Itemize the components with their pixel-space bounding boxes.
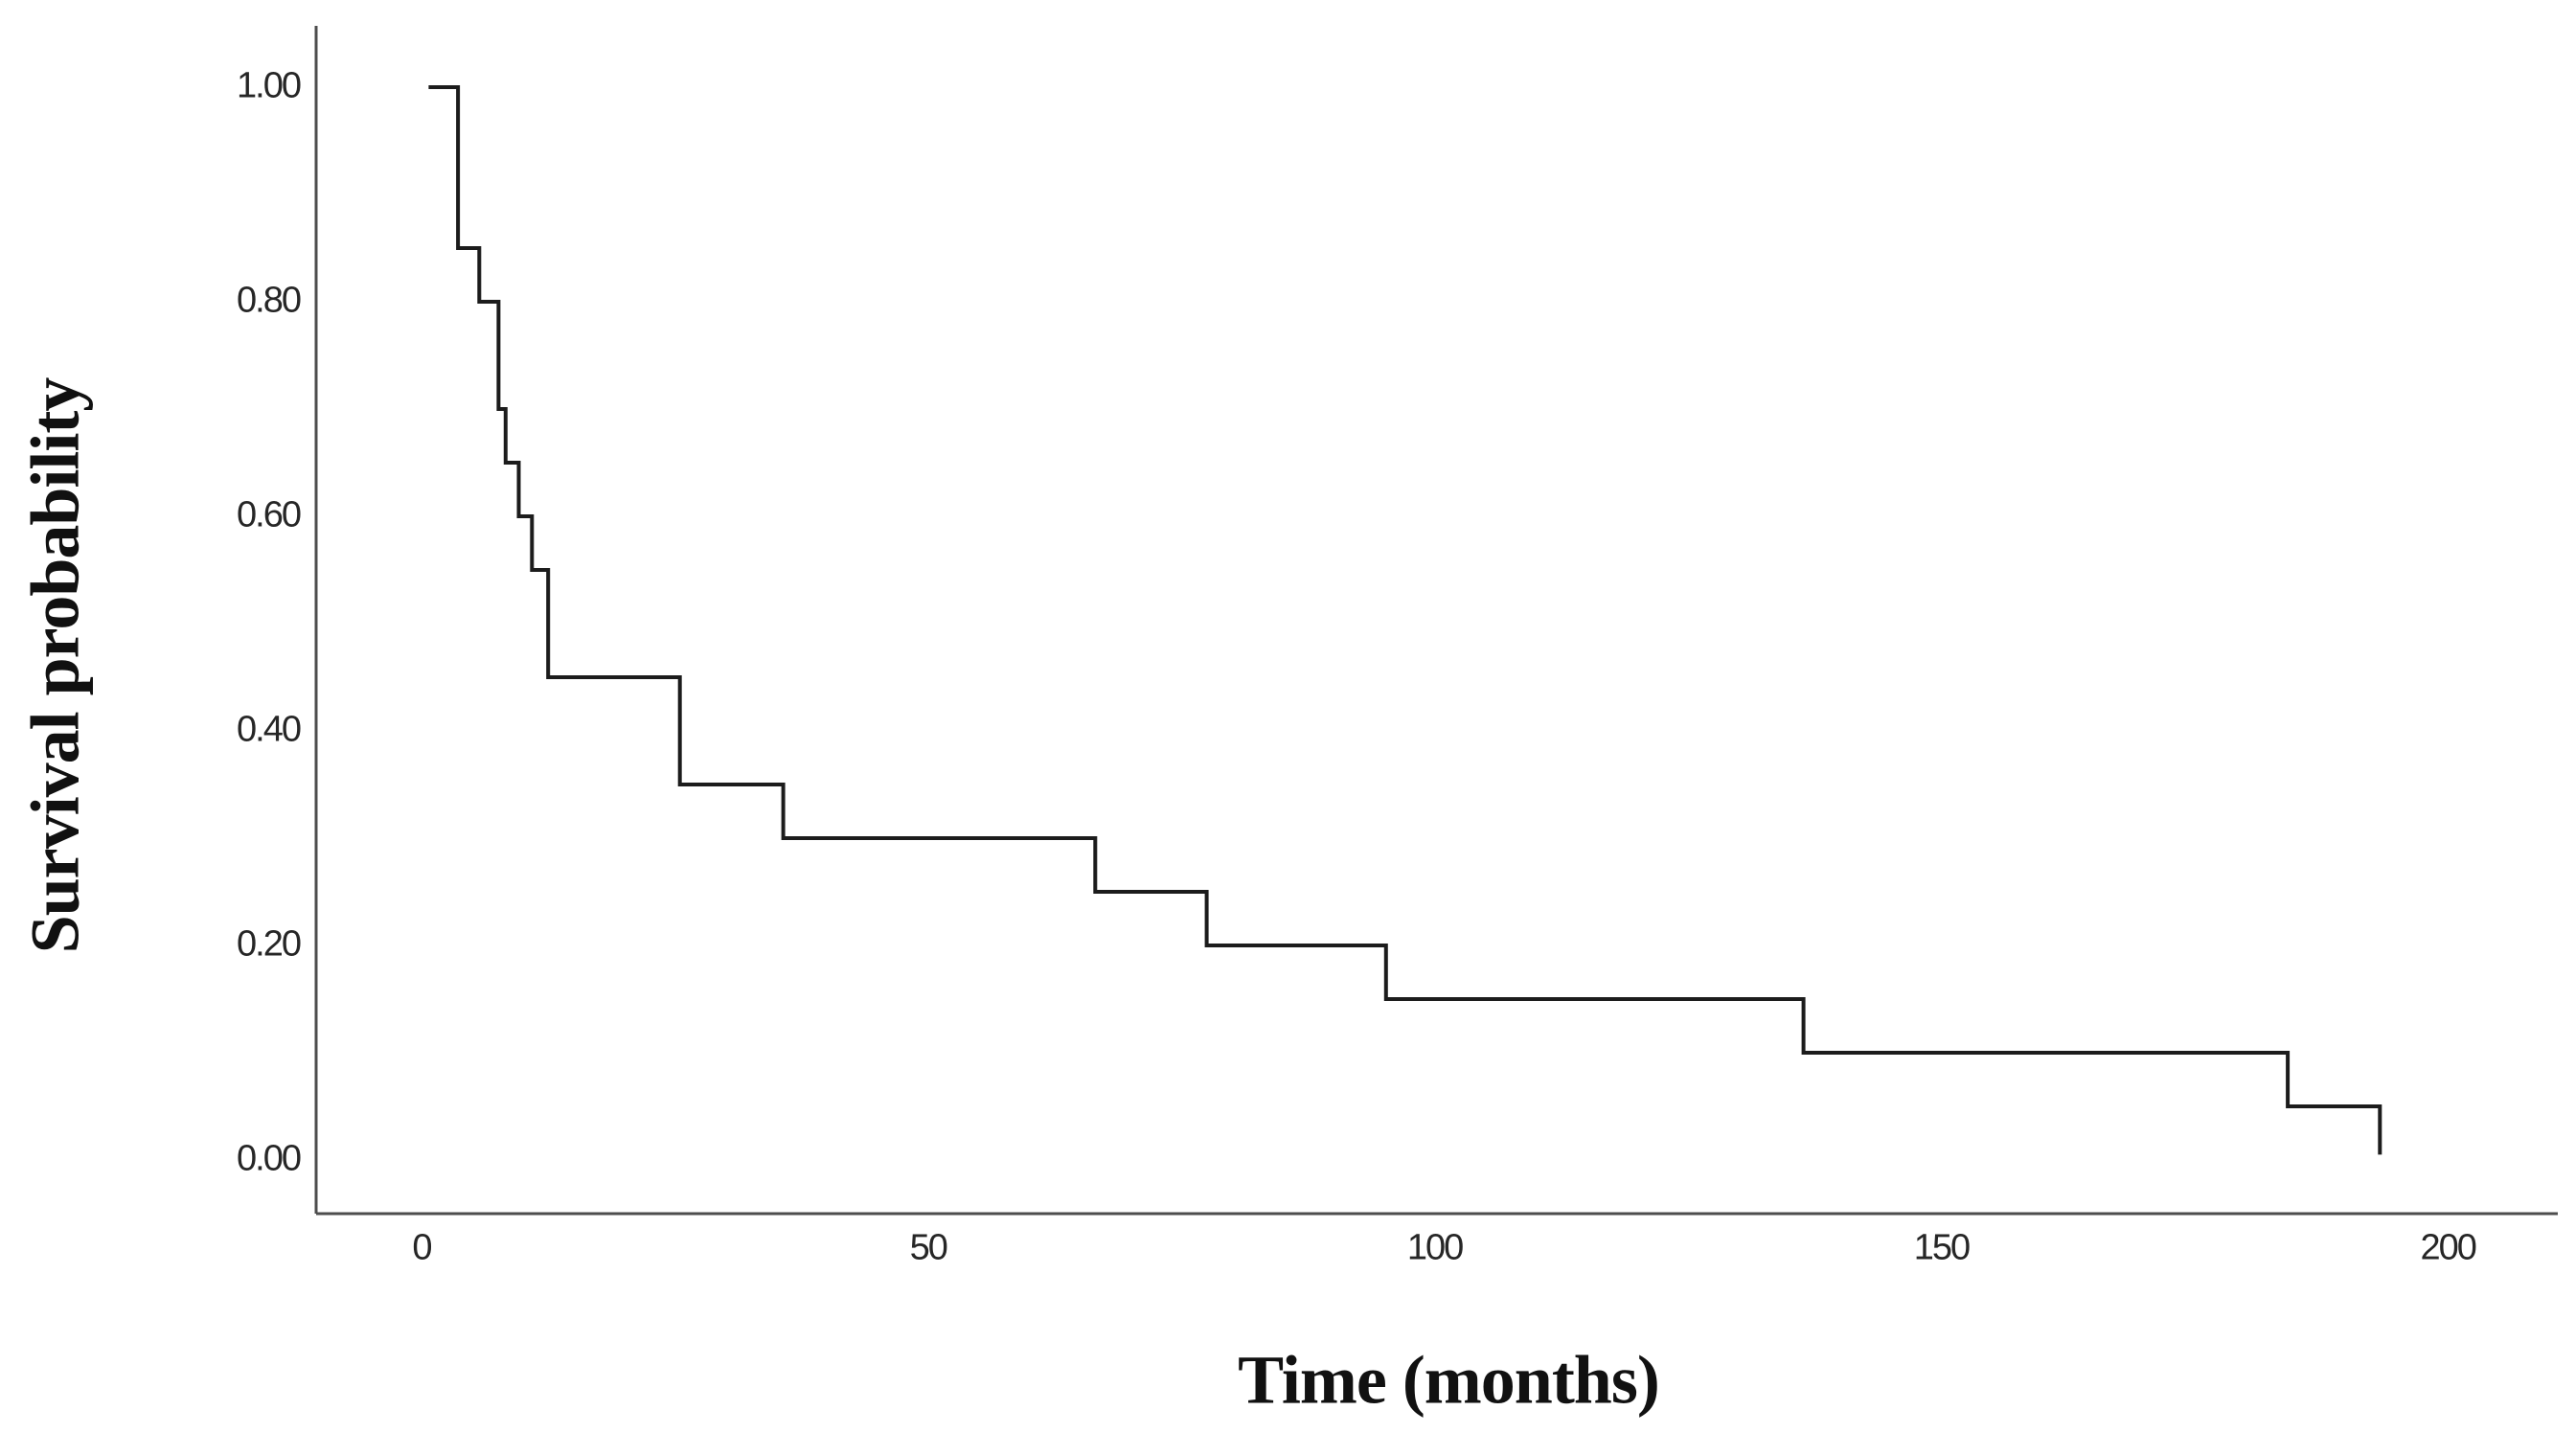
y-axis-title: Survival probability bbox=[16, 377, 94, 954]
y-tick-label: 0.20 bbox=[237, 923, 302, 965]
y-tick-label: 0.00 bbox=[237, 1138, 302, 1179]
x-tick-label: 100 bbox=[1406, 1227, 1464, 1268]
x-tick-label: 50 bbox=[909, 1227, 948, 1268]
y-tick-label: 0.60 bbox=[237, 494, 302, 535]
x-axis-title: Time (months) bbox=[1238, 1341, 1660, 1419]
y-tick-label: 0.80 bbox=[237, 280, 302, 321]
x-tick-label: 200 bbox=[2420, 1227, 2476, 1268]
km-step-curve bbox=[428, 85, 2382, 1155]
x-tick-label: 0 bbox=[412, 1227, 432, 1268]
y-tick-label: 1.00 bbox=[237, 65, 302, 106]
x-tick-label: 150 bbox=[1913, 1227, 1971, 1268]
y-tick-label: 0.40 bbox=[237, 709, 302, 750]
